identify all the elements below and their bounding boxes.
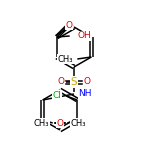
Text: OH: OH xyxy=(78,31,92,40)
Text: CH₃: CH₃ xyxy=(34,119,49,128)
Text: CH₃: CH₃ xyxy=(71,119,86,128)
Text: O: O xyxy=(65,21,72,29)
Text: CH₃: CH₃ xyxy=(58,55,73,64)
Text: O: O xyxy=(57,78,64,86)
Text: O: O xyxy=(56,119,63,128)
Text: S: S xyxy=(71,77,77,87)
Text: NH: NH xyxy=(78,90,92,98)
Text: Cl: Cl xyxy=(52,90,61,100)
Text: O: O xyxy=(83,78,90,86)
Text: O: O xyxy=(57,119,64,128)
